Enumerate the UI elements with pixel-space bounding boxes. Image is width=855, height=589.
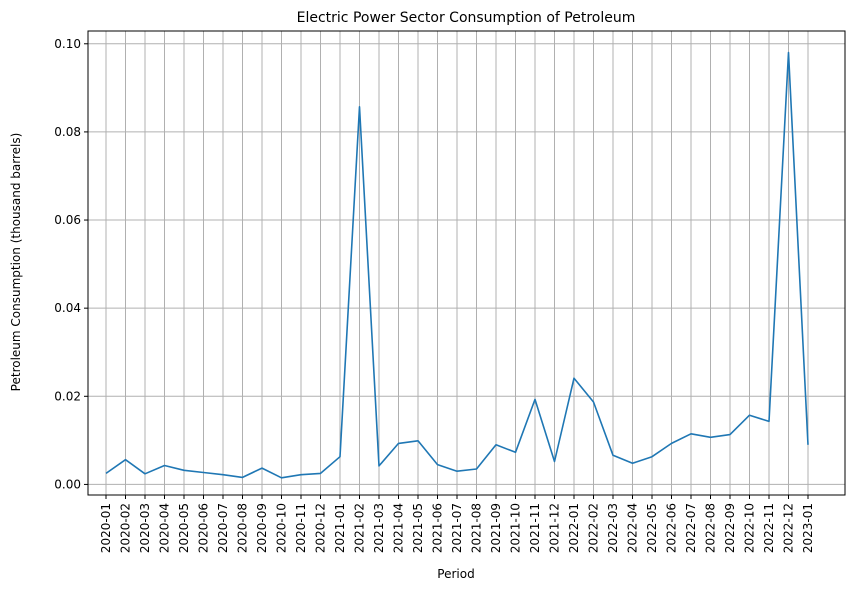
data-point bbox=[515, 451, 517, 453]
x-tick-label: 2021-10 bbox=[509, 503, 523, 553]
y-tick-label: 0.00 bbox=[54, 477, 81, 491]
x-tick-label: 2020-02 bbox=[119, 503, 133, 553]
data-point bbox=[203, 472, 205, 474]
data-point bbox=[417, 440, 419, 442]
x-tick-label: 2021-02 bbox=[353, 503, 367, 553]
data-point bbox=[671, 442, 673, 444]
x-tick-label: 2022-09 bbox=[723, 503, 737, 553]
x-tick-label: 2020-07 bbox=[216, 503, 230, 553]
data-point bbox=[242, 476, 244, 478]
data-point bbox=[593, 401, 595, 403]
x-tick-label: 2021-12 bbox=[548, 503, 562, 553]
data-point bbox=[281, 477, 283, 479]
data-point bbox=[729, 434, 731, 436]
data-point bbox=[690, 433, 692, 435]
y-tick-label: 0.02 bbox=[54, 389, 81, 403]
data-point bbox=[398, 442, 400, 444]
data-point bbox=[320, 472, 322, 474]
x-tick-label: 2020-09 bbox=[255, 503, 269, 553]
data-point bbox=[632, 462, 634, 464]
x-tick-label: 2022-11 bbox=[762, 503, 776, 553]
y-tick-label: 0.06 bbox=[54, 213, 81, 227]
data-point bbox=[261, 467, 263, 469]
x-tick-label: 2023-01 bbox=[801, 503, 815, 553]
x-tick-label: 2020-03 bbox=[138, 503, 152, 553]
data-point bbox=[788, 52, 790, 54]
data-point bbox=[554, 461, 556, 463]
data-point bbox=[339, 456, 341, 458]
chart-title: Electric Power Sector Consumption of Pet… bbox=[297, 10, 636, 26]
x-tick-label: 2021-09 bbox=[489, 503, 503, 553]
x-tick-label: 2021-08 bbox=[470, 503, 484, 553]
data-point bbox=[183, 469, 185, 471]
y-tick-label: 0.08 bbox=[54, 125, 81, 139]
x-tick-label: 2020-10 bbox=[275, 503, 289, 553]
y-axis-title: Petroleum Consumption (thousand barrels) bbox=[9, 133, 23, 392]
data-point bbox=[359, 106, 361, 108]
series-layer bbox=[105, 51, 809, 479]
data-point bbox=[710, 436, 712, 438]
y-tick-label: 0.10 bbox=[54, 37, 81, 51]
data-point bbox=[222, 474, 224, 476]
x-tick-label: 2020-06 bbox=[197, 503, 211, 553]
x-tick-label: 2022-01 bbox=[567, 503, 581, 553]
x-tick-label: 2022-08 bbox=[704, 503, 718, 553]
data-point bbox=[300, 474, 302, 476]
x-tick-label: 2020-08 bbox=[236, 503, 250, 553]
x-tick-label: 2020-11 bbox=[294, 503, 308, 553]
x-tick-label: 2020-05 bbox=[177, 503, 191, 553]
x-tick-label: 2021-05 bbox=[411, 503, 425, 553]
data-point bbox=[105, 472, 107, 474]
x-tick-label: 2021-07 bbox=[450, 503, 464, 553]
x-axis-title: Period bbox=[437, 567, 474, 581]
x-tick-label: 2021-06 bbox=[431, 503, 445, 553]
data-point bbox=[612, 454, 614, 456]
data-point bbox=[164, 465, 166, 467]
data-point bbox=[768, 420, 770, 422]
x-tick-label: 2020-12 bbox=[314, 503, 328, 553]
data-point bbox=[144, 473, 146, 475]
x-tick-label: 2022-04 bbox=[626, 503, 640, 553]
data-point bbox=[456, 470, 458, 472]
x-tick-label: 2022-05 bbox=[645, 503, 659, 553]
x-tick-label: 2021-04 bbox=[392, 503, 406, 553]
data-point bbox=[476, 468, 478, 470]
x-tick-label: 2022-02 bbox=[587, 503, 601, 553]
x-tick-label: 2022-06 bbox=[665, 503, 679, 553]
data-point bbox=[807, 444, 809, 446]
plot-frame bbox=[87, 30, 846, 496]
data-point bbox=[534, 398, 536, 400]
x-tick-label: 2021-03 bbox=[372, 503, 386, 553]
grid bbox=[88, 31, 845, 495]
series-line bbox=[105, 51, 809, 479]
data-point bbox=[378, 465, 380, 467]
data-point bbox=[749, 414, 751, 416]
x-tick-label: 2022-03 bbox=[606, 503, 620, 553]
y-tick-label: 0.04 bbox=[54, 301, 81, 315]
data-point bbox=[495, 444, 497, 446]
x-axis: 2020-01 2020-02 2020-03 2020-04 2020-05 2020-… bbox=[99, 495, 815, 553]
data-point bbox=[651, 456, 653, 458]
x-tick-label: 2022-12 bbox=[782, 503, 796, 553]
x-tick-label: 2022-07 bbox=[684, 503, 698, 553]
x-tick-label: 2020-01 bbox=[99, 503, 113, 553]
data-point bbox=[437, 464, 439, 466]
x-tick-label: 2022-10 bbox=[743, 503, 757, 553]
x-tick-label: 2021-11 bbox=[528, 503, 542, 553]
x-tick-label: 2021-01 bbox=[333, 503, 347, 553]
x-tick-label: 2020-04 bbox=[158, 503, 172, 553]
data-point bbox=[125, 459, 127, 461]
data-point bbox=[573, 377, 575, 379]
y-axis: 0.00 0.02 0.04 0.06 0.08 0.10 bbox=[54, 37, 88, 491]
